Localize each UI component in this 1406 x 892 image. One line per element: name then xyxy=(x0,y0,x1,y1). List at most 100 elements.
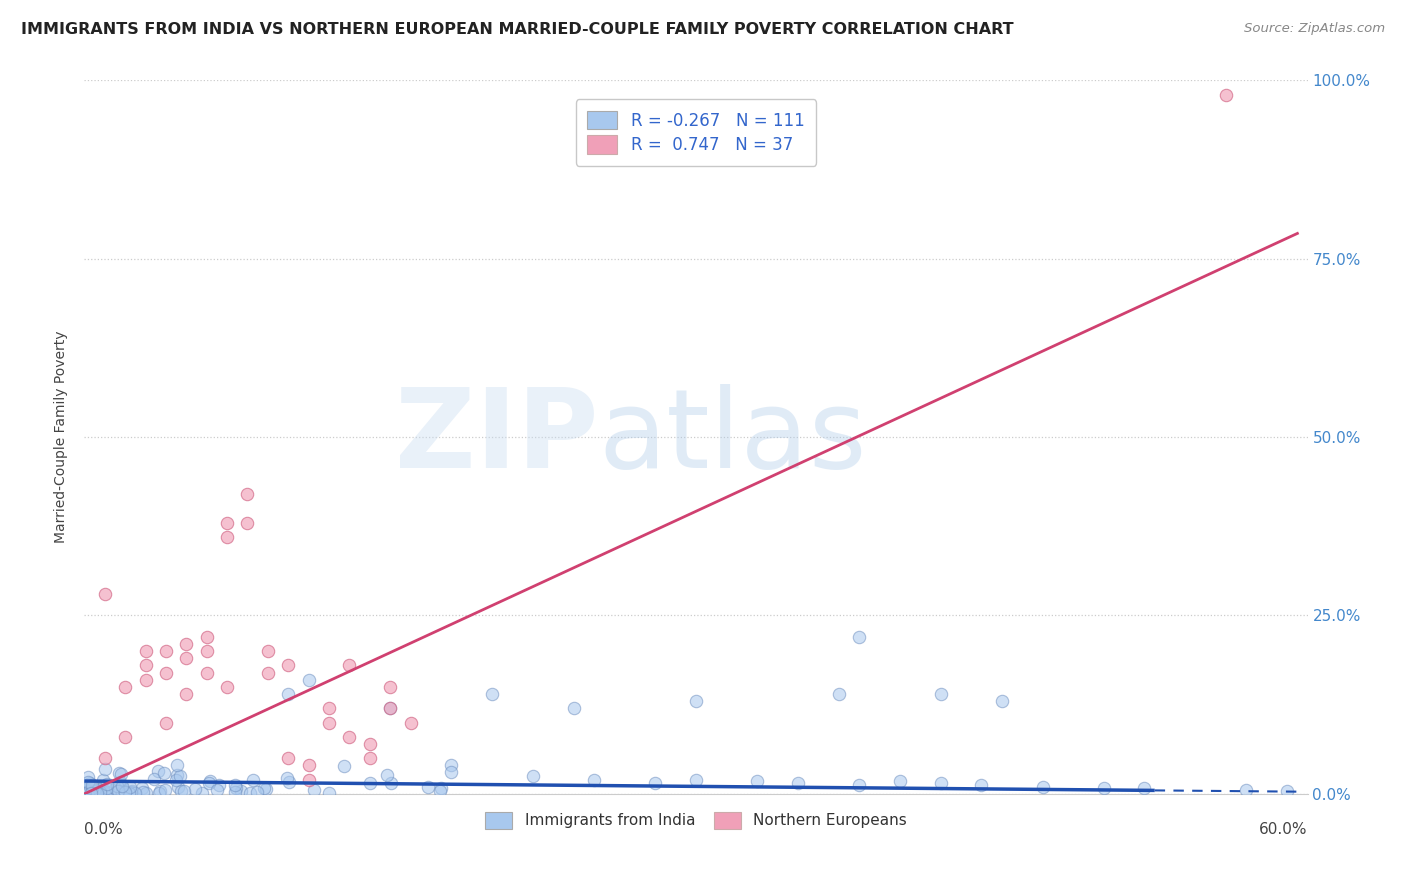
Point xyxy=(77,784,100,798)
Point xyxy=(238,785,260,799)
Point xyxy=(155,644,177,658)
Point xyxy=(522,769,544,783)
Point xyxy=(380,701,402,715)
Point xyxy=(174,651,197,665)
Text: 0.0%: 0.0% xyxy=(84,822,124,838)
Point xyxy=(143,772,166,787)
Point xyxy=(110,778,132,792)
Point xyxy=(166,768,188,782)
Point xyxy=(167,780,190,794)
Point xyxy=(1277,784,1299,798)
Point xyxy=(124,786,146,800)
Point xyxy=(481,687,503,701)
Text: 60.0%: 60.0% xyxy=(1260,822,1308,838)
Point xyxy=(132,785,155,799)
Point xyxy=(848,630,870,644)
Point xyxy=(257,665,280,680)
Point xyxy=(298,673,321,687)
Point xyxy=(377,768,399,782)
Point xyxy=(359,776,381,790)
Point xyxy=(77,774,100,789)
Point xyxy=(277,687,299,701)
Point xyxy=(79,776,101,790)
Point xyxy=(440,758,463,772)
Point xyxy=(236,487,259,501)
Point xyxy=(848,778,870,792)
Point xyxy=(89,782,111,797)
Point xyxy=(195,630,218,644)
Point xyxy=(339,658,361,673)
Point xyxy=(318,701,340,715)
Point xyxy=(359,737,381,751)
Point xyxy=(146,764,169,779)
Point xyxy=(787,776,810,790)
Point xyxy=(93,587,115,601)
Point xyxy=(149,783,172,797)
Point xyxy=(207,783,229,797)
Point xyxy=(114,730,136,744)
Point xyxy=(93,772,115,787)
Point xyxy=(80,785,103,799)
Point xyxy=(440,765,463,780)
Point xyxy=(333,758,356,772)
Text: Source: ZipAtlas.com: Source: ZipAtlas.com xyxy=(1244,22,1385,36)
Point xyxy=(108,774,131,789)
Point xyxy=(82,778,104,792)
Point xyxy=(685,772,707,787)
Point xyxy=(207,778,229,792)
Point xyxy=(236,516,259,530)
Point xyxy=(231,784,253,798)
Point xyxy=(991,694,1014,708)
Point xyxy=(104,780,127,795)
Point xyxy=(111,785,134,799)
Point xyxy=(155,665,177,680)
Point xyxy=(82,781,104,796)
Point xyxy=(118,780,141,795)
Point xyxy=(242,772,264,787)
Point xyxy=(105,779,128,793)
Point xyxy=(1236,783,1258,797)
Point xyxy=(399,715,422,730)
Point xyxy=(77,770,100,784)
Point xyxy=(96,777,118,791)
Point xyxy=(429,783,451,797)
Point xyxy=(77,780,100,795)
Point xyxy=(929,776,952,790)
Point xyxy=(118,786,141,800)
Text: IMMIGRANTS FROM INDIA VS NORTHERN EUROPEAN MARRIED-COUPLE FAMILY POVERTY CORRELA: IMMIGRANTS FROM INDIA VS NORTHERN EUROPE… xyxy=(21,22,1014,37)
Point xyxy=(302,783,325,797)
Point xyxy=(277,751,299,765)
Point xyxy=(107,784,129,798)
Point xyxy=(298,772,321,787)
Point xyxy=(135,658,157,673)
Point xyxy=(111,779,134,793)
Point xyxy=(153,766,176,780)
Point xyxy=(380,701,402,715)
Point xyxy=(1215,87,1237,102)
Text: ZIP: ZIP xyxy=(395,384,598,491)
Point xyxy=(339,730,361,744)
Point xyxy=(583,772,606,787)
Point xyxy=(277,658,299,673)
Point xyxy=(276,772,298,786)
Point xyxy=(889,774,911,789)
Point xyxy=(114,680,136,694)
Point xyxy=(430,780,453,795)
Point xyxy=(77,778,100,792)
Point xyxy=(148,786,170,800)
Point xyxy=(828,687,851,701)
Point xyxy=(108,766,131,780)
Point xyxy=(225,780,247,795)
Point xyxy=(135,644,157,658)
Point xyxy=(131,780,153,795)
Point xyxy=(747,774,769,789)
Text: atlas: atlas xyxy=(598,384,866,491)
Point xyxy=(165,772,187,787)
Point xyxy=(94,763,117,777)
Point xyxy=(198,775,221,789)
Point xyxy=(83,783,105,797)
Point xyxy=(318,786,340,800)
Point xyxy=(195,644,218,658)
Point xyxy=(173,783,195,797)
Point xyxy=(380,680,402,694)
